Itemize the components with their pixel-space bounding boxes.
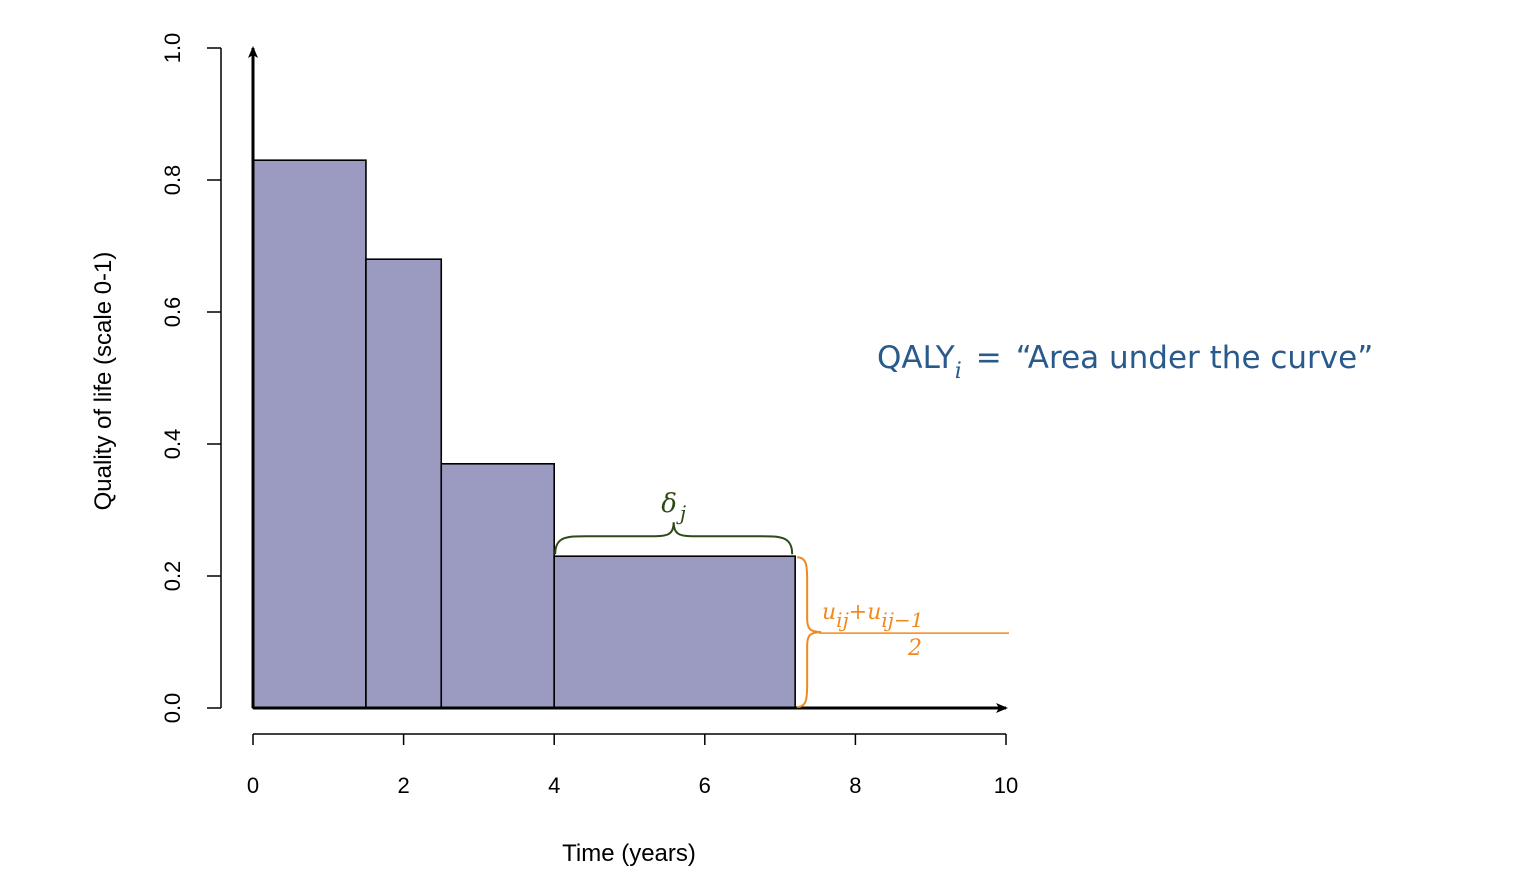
y-tick-label: 0.0: [160, 693, 185, 724]
x-tick-label: 8: [849, 773, 861, 798]
y-tick-label: 0.2: [160, 561, 185, 592]
x-tick-label: 0: [247, 773, 259, 798]
y-tick-label: 1.0: [160, 33, 185, 64]
numerator-u2: u: [867, 600, 881, 625]
numerator-u1: u: [822, 600, 836, 625]
qaly-equals: =: [976, 340, 1002, 376]
x-tick-label: 6: [699, 773, 711, 798]
step-bar-1: [252, 159, 367, 709]
step-bar-3: [440, 462, 555, 709]
numerator-u2-sub: ij−1: [881, 608, 923, 632]
delta-symbol: δ: [661, 489, 677, 519]
step-bar-2: [365, 258, 443, 709]
y-tick-label: 0.8: [160, 165, 185, 196]
x-tick-label: 4: [548, 773, 560, 798]
y-axis: 0.0 0.2 0.4 0.6 0.8 1.0: [160, 33, 222, 724]
utility-denominator: 2: [907, 636, 922, 661]
x-axis: 0 2 4 6 8 10: [247, 733, 1018, 798]
delta-subscript: j: [676, 501, 686, 525]
qaly-subscript: i: [955, 359, 962, 384]
utility-numerator: uij+uij−1: [822, 600, 923, 632]
delta-brace: [554, 522, 794, 555]
qaly-main: QALY: [877, 340, 955, 376]
y-tick-label: 0.4: [160, 429, 185, 460]
numerator-plus: +: [849, 600, 867, 625]
plot-area: [248, 46, 1008, 713]
numerator-u1-sub: ij: [836, 608, 849, 632]
x-tick-label: 10: [994, 773, 1018, 798]
step-bar-4: [553, 555, 796, 709]
utility-average-annotation: uij+uij−1 2: [797, 556, 1009, 708]
y-tick-label: 0.6: [160, 297, 185, 328]
utility-brace: [797, 556, 822, 708]
qaly-quote: “Area under the curve”: [1016, 340, 1374, 376]
x-tick-label: 2: [397, 773, 409, 798]
x-axis-title: Time (years): [562, 840, 696, 867]
qaly-annotation: QALYi = “Area under the curve”: [877, 340, 1373, 384]
step-area: [252, 159, 796, 709]
y-axis-title: Quality of life (scale 0-1): [90, 252, 117, 511]
